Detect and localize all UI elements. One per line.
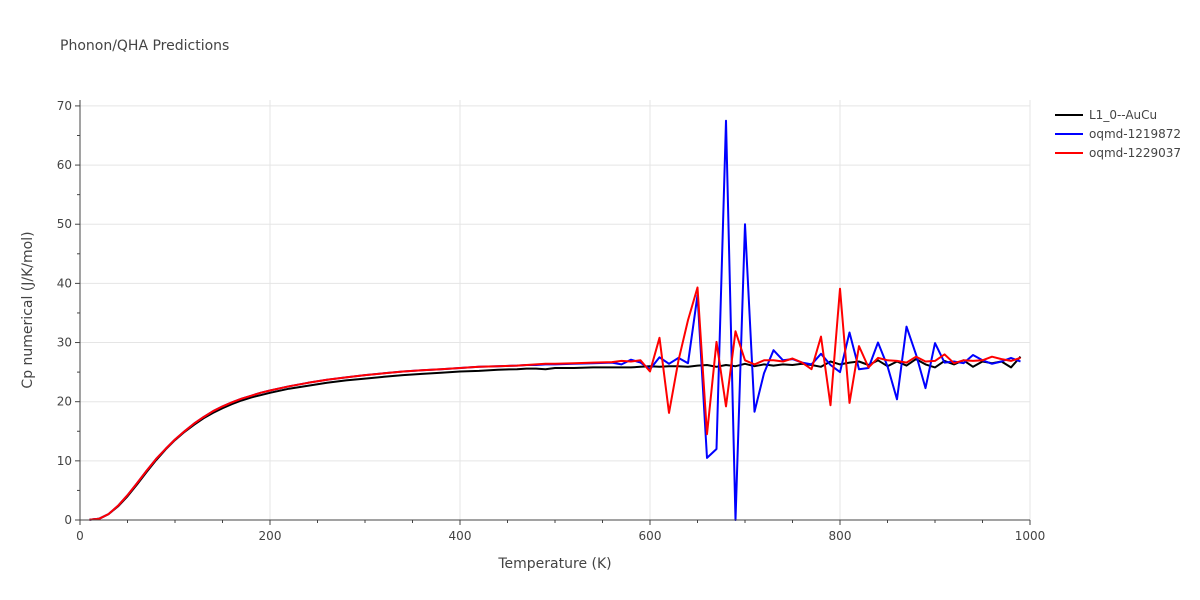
legend-item[interactable]: oqmd-1229037 xyxy=(1055,146,1181,160)
legend-label: L1_0--AuCu xyxy=(1089,108,1157,122)
x-tick-label: 800 xyxy=(829,529,852,543)
x-tick-label: 600 xyxy=(639,529,662,543)
legend-item[interactable]: oqmd-1219872 xyxy=(1055,127,1181,141)
series-line-oqmd-1229037 xyxy=(89,286,1021,521)
y-tick-label: 40 xyxy=(57,276,72,290)
x-axis-title: Temperature (K) xyxy=(497,556,611,572)
y-tick-label: 50 xyxy=(57,217,72,231)
legend-label: oqmd-1219872 xyxy=(1089,127,1181,141)
y-tick-label: 0 xyxy=(64,513,72,527)
legend-item[interactable]: L1_0--AuCu xyxy=(1055,108,1157,122)
legend[interactable]: L1_0--AuCu oqmd-1219872 oqmd-1229037 xyxy=(1055,108,1181,160)
y-tick-label: 10 xyxy=(57,454,72,468)
legend-label: oqmd-1229037 xyxy=(1089,146,1181,160)
series-line-L1_0--AuCu xyxy=(89,356,1022,521)
y-tick-label: 60 xyxy=(57,158,72,172)
y-tick-label: 20 xyxy=(57,395,72,409)
x-tick-label: 0 xyxy=(76,529,84,543)
y-tick-label: 30 xyxy=(57,336,72,350)
axes: 0 200 400 600 800 1000 0 10 20 30 40 50 60 70 xyxy=(57,99,1046,543)
x-tick-label: 1000 xyxy=(1015,529,1046,543)
series-line-oqmd-1219872 xyxy=(89,119,1021,521)
grid xyxy=(80,100,1031,520)
plot-area xyxy=(89,119,1022,521)
chart-title: Phonon/QHA Predictions xyxy=(60,38,229,54)
y-axis-title: Cp numerical (J/K/mol) xyxy=(20,231,36,388)
x-tick-label: 400 xyxy=(449,529,472,543)
x-tick-label: 200 xyxy=(259,529,282,543)
y-tick-label: 70 xyxy=(57,99,72,113)
